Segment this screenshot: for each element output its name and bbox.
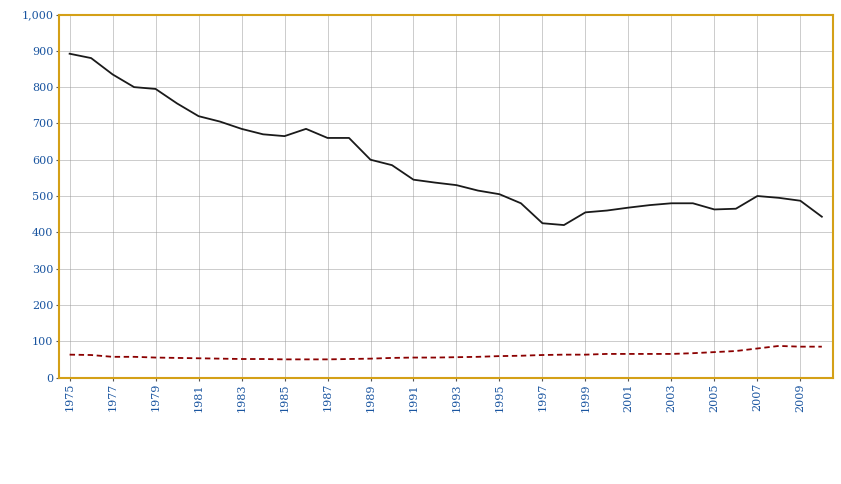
Local Bus <box>344 135 354 141</box>
Local Bus <box>774 195 784 201</box>
Local Bus <box>709 207 719 212</box>
Rail <box>151 355 161 361</box>
Rail <box>817 344 827 349</box>
Local Bus <box>623 205 633 211</box>
Rail <box>666 351 676 357</box>
Rail <box>688 350 698 356</box>
Local Bus <box>666 200 676 206</box>
Rail <box>387 355 397 361</box>
Local Bus <box>430 180 440 185</box>
Rail <box>602 351 612 357</box>
Rail <box>774 343 784 349</box>
Rail <box>495 353 505 359</box>
Rail <box>366 356 376 362</box>
Rail <box>796 344 806 349</box>
Local Bus <box>731 206 741 212</box>
Local Bus <box>473 188 483 194</box>
Local Bus <box>495 191 505 197</box>
Rail <box>452 354 462 360</box>
Rail <box>65 352 75 358</box>
Rail <box>86 352 96 358</box>
Rail <box>580 352 590 358</box>
Rail <box>537 352 547 358</box>
Rail <box>430 355 440 361</box>
Local Bus <box>151 86 161 92</box>
Local Bus <box>688 200 698 206</box>
Local Bus <box>215 119 225 124</box>
Local Bus <box>172 101 182 106</box>
Local Bus <box>65 51 75 57</box>
Rail <box>279 356 289 362</box>
Rail <box>129 354 139 360</box>
Local Bus <box>236 126 246 132</box>
Local Bus <box>516 200 526 206</box>
Local Bus <box>796 198 806 204</box>
Line: Local Bus: Local Bus <box>70 54 822 225</box>
Rail <box>409 355 419 361</box>
Local Bus <box>817 214 827 220</box>
Local Bus <box>645 202 655 208</box>
Rail <box>258 356 268 362</box>
Local Bus <box>193 113 204 119</box>
Rail <box>623 351 633 357</box>
Local Bus <box>387 162 397 168</box>
Line: Rail: Rail <box>70 346 822 359</box>
Local Bus <box>580 210 590 215</box>
Rail <box>322 356 332 362</box>
Rail <box>559 352 569 358</box>
Local Bus <box>452 182 462 188</box>
Rail <box>193 355 204 361</box>
Local Bus <box>537 220 547 226</box>
Local Bus <box>301 126 311 132</box>
Local Bus <box>86 55 96 61</box>
Rail <box>344 356 354 362</box>
Rail <box>473 354 483 360</box>
Local Bus <box>258 132 268 137</box>
Rail <box>709 349 719 355</box>
Local Bus <box>129 84 139 90</box>
Local Bus <box>602 208 612 213</box>
Rail <box>731 348 741 354</box>
Local Bus <box>108 72 118 77</box>
Rail <box>645 351 655 357</box>
Rail <box>236 356 246 362</box>
Local Bus <box>409 177 419 182</box>
Rail <box>108 354 118 360</box>
Rail <box>516 353 526 359</box>
Local Bus <box>753 193 763 199</box>
Rail <box>215 356 225 362</box>
Local Bus <box>322 135 332 141</box>
Local Bus <box>559 222 569 228</box>
Local Bus <box>279 133 289 139</box>
Local Bus <box>366 157 376 163</box>
Rail <box>753 346 763 351</box>
Rail <box>172 355 182 361</box>
Rail <box>301 356 311 362</box>
